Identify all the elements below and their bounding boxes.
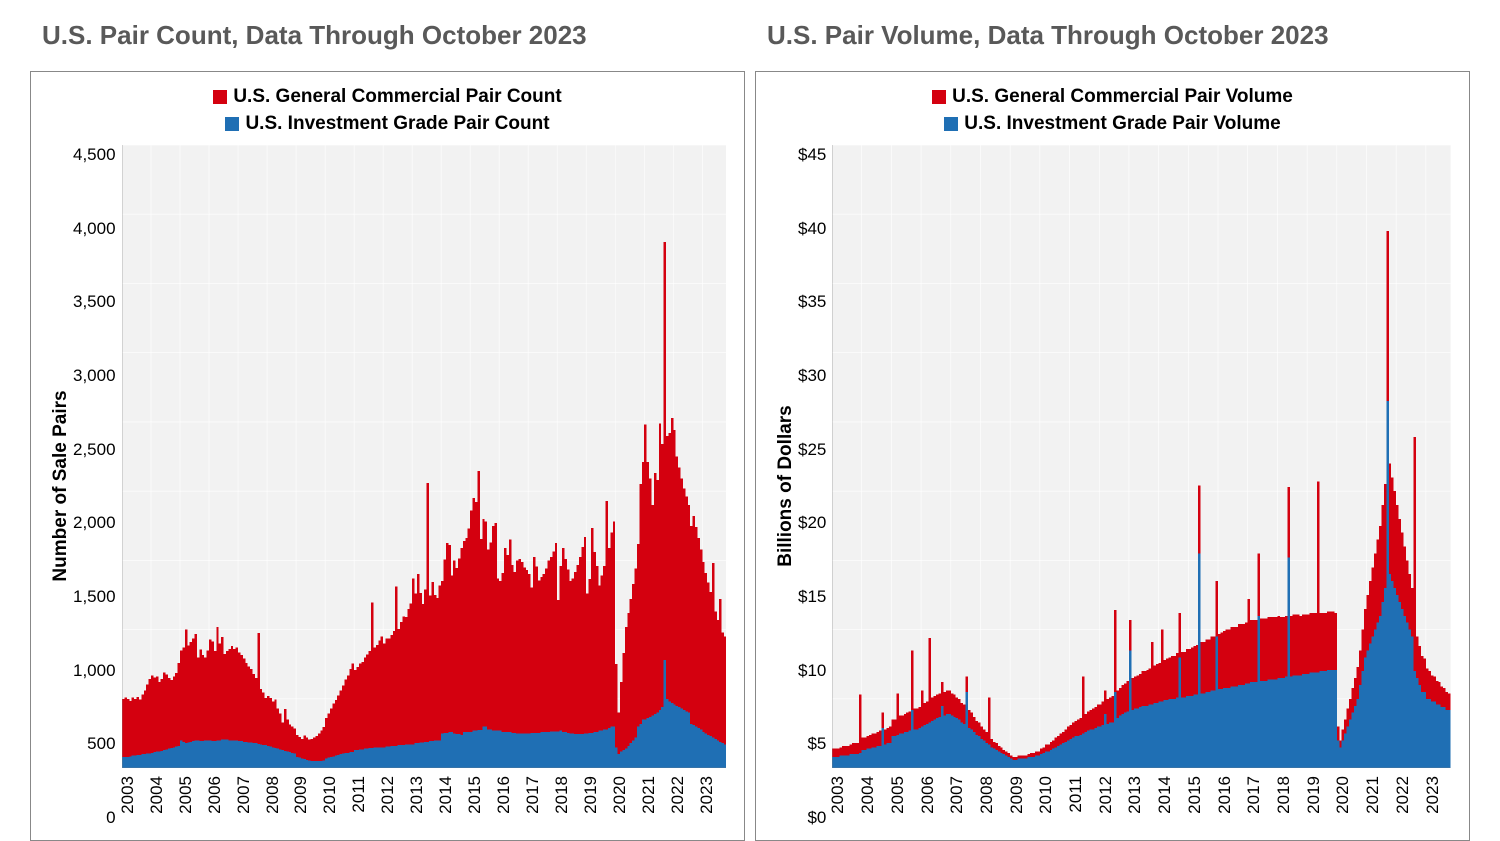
ylabel-wrap-right: Billions of Dollars <box>774 145 798 828</box>
ylabel-right: Billions of Dollars <box>775 406 797 568</box>
xticks-right: 2003200420052006200720082009201020112012… <box>832 768 1451 828</box>
ytick-label: 4,500 <box>73 145 116 165</box>
ytick-label: 1,000 <box>73 661 116 681</box>
xtick-label: 2022 <box>1393 776 1413 814</box>
plot-row-left: Number of Sale Pairs 4,500 4,000 3,500 3,00… <box>49 145 726 828</box>
xtick-label: 2017 <box>1244 776 1264 814</box>
chart-outer-left: U.S. General Commercial Pair CountU.S. I… <box>30 71 745 841</box>
ytick-label: $0 <box>807 808 826 828</box>
plot-svg <box>122 145 726 768</box>
panel-pair-count: U.S. Pair Count, Data Through October 20… <box>30 20 745 841</box>
xtick-label: 2015 <box>1185 776 1205 814</box>
plot-col-right: 2003200420052006200720082009201020112012… <box>832 145 1451 828</box>
xtick-label: 2019 <box>1304 776 1324 814</box>
ytick-label: $35 <box>798 292 826 312</box>
xtick-label: 2018 <box>1274 776 1294 814</box>
xtick-label: 2023 <box>1423 776 1443 814</box>
xtick-label: 2019 <box>581 776 601 814</box>
xtick-label: 2005 <box>888 776 908 814</box>
ytick-label: 3,000 <box>73 366 116 386</box>
legend-item: U.S. Investment Grade Pair Volume <box>944 111 1280 137</box>
xtick-label: 2011 <box>349 776 369 813</box>
page: U.S. Pair Count, Data Through October 20… <box>0 0 1500 841</box>
xtick-label: 2023 <box>697 776 717 814</box>
legend-swatch <box>932 90 946 104</box>
xtick-label: 2012 <box>378 776 398 814</box>
yticks-right: $45 $40 $35 $30 $25 $20 $15 $10 $5 $0 <box>798 145 832 828</box>
xtick-label: 2009 <box>1007 776 1027 814</box>
xtick-label: 2008 <box>263 776 283 814</box>
xtick-label: 2003 <box>118 776 138 814</box>
ylabel-wrap-left: Number of Sale Pairs <box>49 145 73 828</box>
xtick-label: 2015 <box>465 776 485 814</box>
xtick-label: 2022 <box>668 776 688 814</box>
legend-item: U.S. General Commercial Pair Volume <box>932 84 1293 110</box>
title-right: U.S. Pair Volume, Data Through October 2… <box>767 20 1470 51</box>
ytick-label: $10 <box>798 661 826 681</box>
xtick-label: 2004 <box>147 776 167 814</box>
plot-right <box>832 145 1451 768</box>
legend-left: U.S. General Commercial Pair CountU.S. I… <box>49 84 726 139</box>
ylabel-left: Number of Sale Pairs <box>50 391 72 582</box>
yticks-left: 4,500 4,000 3,500 3,000 2,500 2,000 1,500 1,000… <box>73 145 122 828</box>
chart-outer-right: U.S. General Commercial Pair VolumeU.S. … <box>755 71 1470 841</box>
xtick-label: 2010 <box>1036 776 1056 814</box>
plot-row-right: Billions of Dollars $45 $40 $35 $30 $25 $20 $1… <box>774 145 1451 828</box>
xtick-label: 2020 <box>1333 776 1353 814</box>
plot-svg <box>832 145 1451 768</box>
ytick-label: $45 <box>798 145 826 165</box>
xtick-label: 2013 <box>1125 776 1145 814</box>
xtick-label: 2009 <box>291 776 311 814</box>
plot-col-left: 2003200420052006200720082009201020112012… <box>122 145 726 828</box>
legend-item: U.S. Investment Grade Pair Count <box>225 111 549 137</box>
xtick-label: 2021 <box>639 776 659 814</box>
xtick-label: 2016 <box>1215 776 1235 814</box>
ytick-label: 2,500 <box>73 440 116 460</box>
xtick-label: 2016 <box>494 776 514 814</box>
xtick-label: 2010 <box>320 776 340 814</box>
xtick-label: 2020 <box>610 776 630 814</box>
xtick-label: 2005 <box>176 776 196 814</box>
legend-swatch <box>225 117 239 131</box>
xtick-label: 2013 <box>407 776 427 814</box>
legend-swatch <box>213 90 227 104</box>
xtick-label: 2014 <box>436 776 456 814</box>
panel-pair-volume: U.S. Pair Volume, Data Through October 2… <box>755 20 1470 841</box>
title-left: U.S. Pair Count, Data Through October 20… <box>42 20 745 51</box>
ytick-label: 0 <box>106 808 115 828</box>
xtick-label: 2008 <box>977 776 997 814</box>
ytick-label: 1,500 <box>73 587 116 607</box>
ytick-label: 3,500 <box>73 292 116 312</box>
legend-label: U.S. General Commercial Pair Count <box>233 84 561 110</box>
legend-item: U.S. General Commercial Pair Count <box>213 84 561 110</box>
xtick-label: 2003 <box>828 776 848 814</box>
legend-label: U.S. General Commercial Pair Volume <box>952 84 1293 110</box>
legend-right: U.S. General Commercial Pair VolumeU.S. … <box>774 84 1451 139</box>
legend-label: U.S. Investment Grade Pair Count <box>245 111 549 137</box>
legend-label: U.S. Investment Grade Pair Volume <box>964 111 1280 137</box>
ytick-label: $40 <box>798 219 826 239</box>
xticks-left: 2003200420052006200720082009201020112012… <box>122 768 726 828</box>
plot-left <box>122 145 726 768</box>
xtick-label: 2012 <box>1096 776 1116 814</box>
xtick-label: 2018 <box>552 776 572 814</box>
ytick-label: $15 <box>798 587 826 607</box>
xtick-label: 2014 <box>1155 776 1175 814</box>
xtick-label: 2006 <box>205 776 225 814</box>
ytick-label: 4,000 <box>73 219 116 239</box>
xtick-label: 2007 <box>947 776 967 814</box>
ytick-label: 500 <box>87 734 115 754</box>
legend-swatch <box>944 117 958 131</box>
xtick-label: 2011 <box>1066 776 1086 813</box>
xtick-label: 2007 <box>234 776 254 814</box>
xtick-label: 2021 <box>1363 776 1383 814</box>
xtick-label: 2004 <box>858 776 878 814</box>
xtick-label: 2017 <box>523 776 543 814</box>
ytick-label: $25 <box>798 440 826 460</box>
ytick-label: $5 <box>807 734 826 754</box>
xtick-label: 2006 <box>918 776 938 814</box>
ytick-label: $30 <box>798 366 826 386</box>
ytick-label: $20 <box>798 513 826 533</box>
ytick-label: 2,000 <box>73 513 116 533</box>
